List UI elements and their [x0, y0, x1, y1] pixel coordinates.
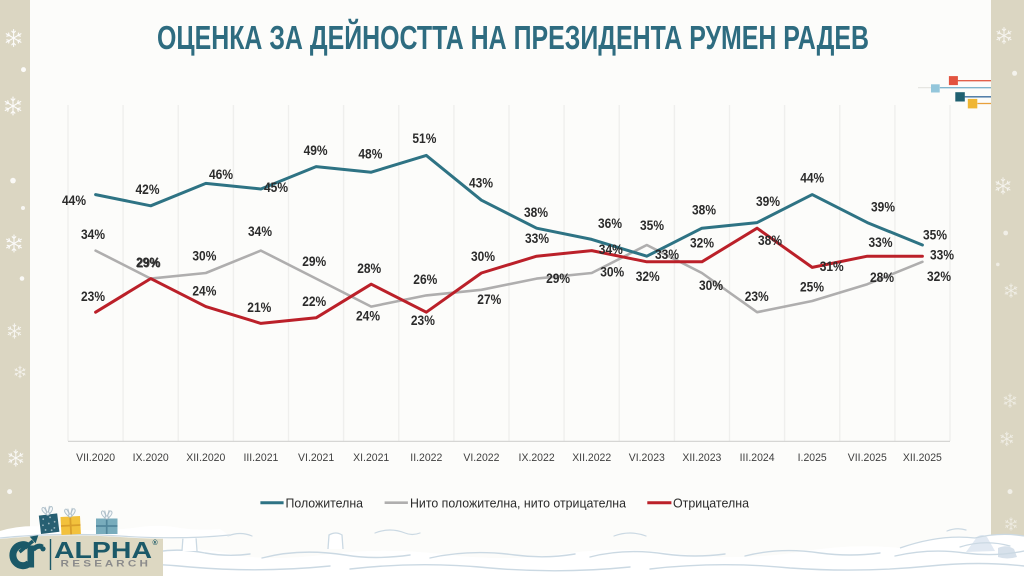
svg-text:IX.2022: IX.2022	[519, 452, 555, 464]
svg-text:24%: 24%	[192, 283, 216, 298]
svg-text:VI.2022: VI.2022	[463, 452, 499, 464]
svg-text:31%: 31%	[820, 259, 844, 274]
svg-text:51%: 51%	[412, 131, 436, 146]
svg-text:33%: 33%	[869, 235, 893, 250]
svg-text:IX.2020: IX.2020	[133, 452, 169, 464]
svg-text:26%: 26%	[413, 272, 437, 287]
svg-text:Отрицателна: Отрицателна	[673, 497, 749, 511]
svg-text:Нито положителна, нито отрицат: Нито положителна, нито отрицателна	[410, 497, 626, 511]
svg-text:44%: 44%	[800, 171, 824, 186]
svg-text:42%: 42%	[136, 182, 160, 197]
svg-text:23%: 23%	[411, 313, 435, 328]
svg-text:35%: 35%	[923, 227, 947, 242]
svg-text:29%: 29%	[136, 255, 160, 270]
svg-text:29%: 29%	[137, 255, 161, 270]
svg-text:30%: 30%	[192, 248, 216, 263]
svg-text:29%: 29%	[546, 271, 570, 286]
svg-text:29%: 29%	[302, 254, 326, 269]
svg-text:30%: 30%	[600, 265, 624, 280]
svg-text:XII.2023: XII.2023	[682, 452, 721, 464]
svg-text:34%: 34%	[599, 242, 623, 257]
svg-text:VII.2025: VII.2025	[848, 452, 887, 464]
svg-text:27%: 27%	[477, 292, 501, 307]
svg-text:24%: 24%	[356, 308, 380, 323]
svg-text:32%: 32%	[690, 235, 714, 250]
svg-text:33%: 33%	[930, 247, 954, 262]
svg-text:33%: 33%	[525, 231, 549, 246]
svg-text:39%: 39%	[871, 200, 895, 215]
svg-text:45%: 45%	[264, 180, 288, 195]
svg-text:35%: 35%	[640, 218, 664, 233]
svg-text:34%: 34%	[248, 224, 272, 239]
svg-text:VII.2020: VII.2020	[76, 452, 115, 464]
svg-text:VI.2023: VI.2023	[629, 452, 665, 464]
svg-text:43%: 43%	[469, 175, 493, 190]
svg-text:I.2025: I.2025	[798, 452, 827, 464]
svg-text:49%: 49%	[304, 143, 328, 158]
svg-text:III.2021: III.2021	[243, 452, 278, 464]
svg-text:25%: 25%	[800, 280, 824, 295]
svg-text:ОЦЕНКА ЗА ДЕЙНОСТТА НА ПРЕЗИДЕ: ОЦЕНКА ЗА ДЕЙНОСТТА НА ПРЕЗИДЕНТА РУМЕН …	[157, 18, 869, 56]
svg-text:46%: 46%	[209, 167, 233, 182]
svg-text:39%: 39%	[756, 194, 780, 209]
svg-text:32%: 32%	[927, 269, 951, 284]
svg-text:38%: 38%	[524, 205, 548, 220]
svg-text:34%: 34%	[81, 227, 105, 242]
svg-text:32%: 32%	[636, 269, 660, 284]
svg-text:22%: 22%	[302, 294, 326, 309]
svg-text:28%: 28%	[357, 261, 381, 276]
svg-text:30%: 30%	[471, 249, 495, 264]
svg-text:38%: 38%	[692, 202, 716, 217]
svg-text:36%: 36%	[598, 216, 622, 231]
svg-text:23%: 23%	[81, 289, 105, 304]
svg-text:28%: 28%	[870, 270, 894, 285]
svg-text:ALPHA: ALPHA	[54, 537, 152, 563]
svg-text:XII.2020: XII.2020	[186, 452, 225, 464]
svg-text:®: ®	[153, 539, 159, 547]
svg-text:33%: 33%	[655, 247, 679, 262]
svg-text:Положителна: Положителна	[286, 497, 364, 511]
svg-text:VI.2021: VI.2021	[298, 452, 334, 464]
svg-text:30%: 30%	[699, 278, 723, 293]
svg-text:III.2024: III.2024	[740, 452, 775, 464]
svg-text:XI.2021: XI.2021	[353, 452, 389, 464]
svg-text:II.2022: II.2022	[410, 452, 442, 464]
svg-text:XII.2025: XII.2025	[903, 452, 942, 464]
svg-text:23%: 23%	[745, 289, 769, 304]
svg-text:R E S E A R C H: R E S E A R C H	[61, 559, 149, 570]
svg-text:38%: 38%	[758, 233, 782, 248]
svg-text:48%: 48%	[358, 147, 382, 162]
svg-text:44%: 44%	[62, 193, 86, 208]
svg-text:21%: 21%	[247, 300, 271, 315]
svg-text:XII.2022: XII.2022	[572, 452, 611, 464]
